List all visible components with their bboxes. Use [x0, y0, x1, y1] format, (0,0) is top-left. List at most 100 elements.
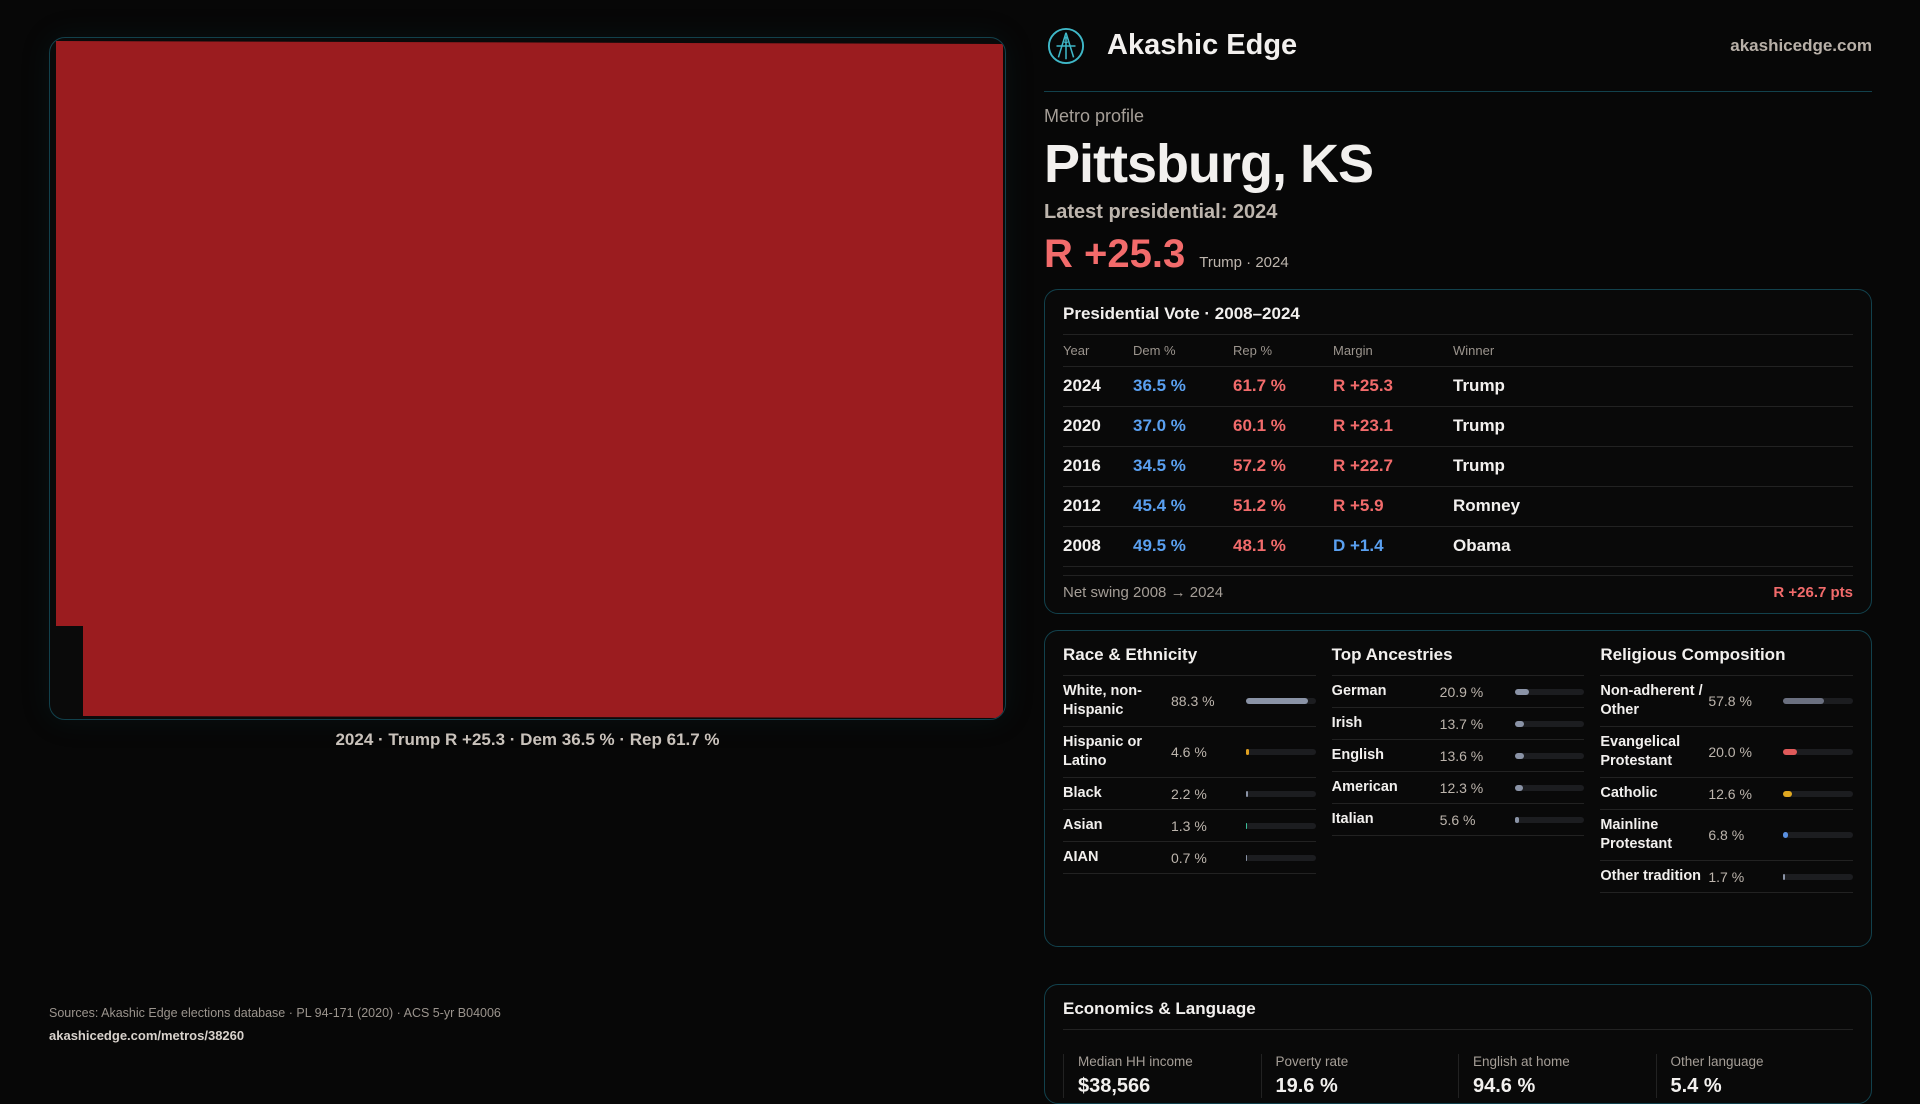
presidential-vote-card: Presidential Vote · 2008–2024 Year Dem %…	[1044, 289, 1872, 614]
row-value: 5.6 %	[1439, 811, 1476, 828]
stat-label: Median HH income	[1078, 1054, 1193, 1069]
share-bar	[1246, 749, 1316, 755]
metro-shape	[56, 41, 1003, 718]
stat: Median HH income $38,566	[1063, 1054, 1261, 1098]
cell-rep: 48.1 %	[1233, 526, 1333, 567]
stat-label: Other language	[1670, 1054, 1764, 1069]
row-label: Asian	[1063, 817, 1103, 833]
demographic-row: Catholic 12.6 %	[1600, 778, 1854, 810]
cell-dem: 45.4 %	[1133, 486, 1233, 527]
demographic-row: English 13.6 %	[1331, 740, 1585, 772]
share-bar	[1783, 832, 1854, 838]
cell-dem: 34.5 %	[1133, 446, 1233, 487]
demographic-row: Evangelical Protestant 20.0 %	[1600, 727, 1854, 778]
demographic-row: Black 2.2 %	[1063, 778, 1316, 810]
cell-rep: 57.2 %	[1233, 446, 1333, 487]
stat-value: 19.6 %	[1275, 1075, 1338, 1097]
table-row: 2012 45.4 % 51.2 % R +5.9 Romney	[1063, 486, 1853, 527]
page-url[interactable]: akashicedge.com/metros/38260	[49, 1028, 245, 1043]
cell-rep: 61.7 %	[1233, 366, 1333, 407]
stat-value: 5.4 %	[1670, 1075, 1722, 1097]
row-value: 4.6 %	[1171, 744, 1207, 760]
cell-year: 2008	[1063, 526, 1133, 567]
demographic-row: Italian 5.6 %	[1331, 804, 1585, 836]
table-row: 2020 37.0 % 60.1 % R +23.1 Trump	[1063, 406, 1853, 447]
headline-margin: R +25.3	[1044, 232, 1186, 276]
card-title: Economics & Language	[1063, 999, 1853, 1030]
row-value: 6.8 %	[1708, 827, 1745, 843]
county-polygon	[56, 41, 1003, 718]
share-bar-fill	[1783, 873, 1785, 880]
share-bar	[1783, 698, 1854, 704]
section-title: Race & Ethnicity	[1063, 645, 1316, 676]
section-title: Religious Composition	[1600, 645, 1854, 676]
stat: Other language 5.4 %	[1655, 1054, 1854, 1098]
share-bar	[1246, 790, 1316, 797]
share-bar-fill	[1783, 790, 1793, 797]
net-swing-label: Net swing 2008 → 2024	[1063, 584, 1224, 601]
stat: Poverty rate 19.6 %	[1260, 1054, 1459, 1098]
col-margin: Margin	[1333, 335, 1453, 367]
cell-year: 2012	[1063, 486, 1133, 527]
demographic-row: German 20.9 %	[1331, 676, 1585, 708]
metro-map[interactable]	[49, 37, 1006, 720]
site-link[interactable]: akashicedge.com	[1730, 35, 1872, 55]
cell-dem: 36.5 %	[1133, 366, 1233, 407]
row-label: Evangelical Protestant	[1600, 734, 1681, 769]
demographic-row: Irish 13.7 %	[1331, 708, 1585, 740]
demographic-row: AIAN 0.7 %	[1063, 842, 1316, 874]
row-value: 88.3 %	[1171, 693, 1215, 709]
cell-winner: Trump	[1453, 366, 1853, 407]
brand-name: Akashic Edge	[1107, 29, 1298, 61]
row-value: 20.9 %	[1439, 683, 1484, 700]
cell-rep: 60.1 %	[1233, 406, 1333, 447]
row-label: Non-adherent / Other	[1600, 683, 1703, 718]
demographic-row: Non-adherent / Other 57.8 %	[1600, 676, 1854, 727]
row-label: American	[1331, 779, 1398, 795]
demographic-row: American 12.3 %	[1331, 772, 1585, 804]
row-value: 1.3 %	[1171, 817, 1207, 834]
cell-dem: 37.0 %	[1133, 406, 1233, 447]
demographic-row: White, non-Hispanic 88.3 %	[1063, 676, 1316, 727]
row-label: Catholic	[1600, 785, 1658, 801]
vote-table: Year Dem % Rep % Margin Winner 2024 36.5 …	[1063, 335, 1853, 567]
share-bar-fill	[1514, 784, 1524, 791]
share-bar	[1514, 752, 1585, 759]
col-year: Year	[1063, 335, 1133, 367]
demographics-card: Race & Ethnicity White, non-Hispanic 88.3 …	[1044, 630, 1872, 947]
row-value: 0.7 %	[1171, 849, 1207, 866]
sources-note: Sources: Akashic Edge elections database…	[49, 1006, 501, 1020]
headline-margin-sub: Trump · 2024	[1199, 254, 1289, 271]
share-bar-fill	[1514, 752, 1525, 759]
row-label: Black	[1063, 785, 1102, 801]
cell-winner: Romney	[1453, 486, 1853, 527]
stat: English at home 94.6 %	[1458, 1054, 1656, 1098]
share-bar-fill	[1246, 749, 1250, 755]
row-label: English	[1331, 747, 1385, 763]
stat-value: 94.6 %	[1473, 1075, 1536, 1097]
table-row: 2016 34.5 % 57.2 % R +22.7 Trump	[1063, 446, 1853, 487]
share-bar	[1514, 816, 1585, 823]
row-label: Italian	[1331, 811, 1374, 827]
demographic-section: Religious Composition Non-adherent / Othe…	[1600, 645, 1854, 893]
row-label: Irish	[1331, 715, 1363, 731]
share-bar-fill	[1783, 832, 1789, 838]
row-value: 2.2 %	[1171, 785, 1207, 802]
row-label: Other tradition	[1600, 868, 1702, 884]
economics-card: Economics & Language Median HH income $38…	[1044, 984, 1872, 1104]
net-swing-value: R +26.7 pts	[1773, 584, 1853, 601]
stat-value: $38,566	[1078, 1075, 1151, 1097]
share-bar	[1514, 688, 1585, 695]
col-rep: Rep %	[1233, 335, 1333, 367]
cell-winner: Obama	[1453, 526, 1853, 567]
cell-winner: Trump	[1453, 446, 1853, 487]
share-bar	[1246, 822, 1316, 829]
share-bar	[1246, 854, 1316, 861]
cell-year: 2020	[1063, 406, 1133, 447]
table-row: 2024 36.5 % 61.7 % R +25.3 Trump	[1063, 366, 1853, 407]
row-label: German	[1331, 683, 1387, 699]
section-title: Top Ancestries	[1331, 645, 1585, 676]
share-bar	[1246, 698, 1316, 704]
demographic-section: Top Ancestries German 20.9 % Irish 13.7 % Eng…	[1331, 645, 1585, 893]
row-value: 12.3 %	[1439, 779, 1484, 796]
